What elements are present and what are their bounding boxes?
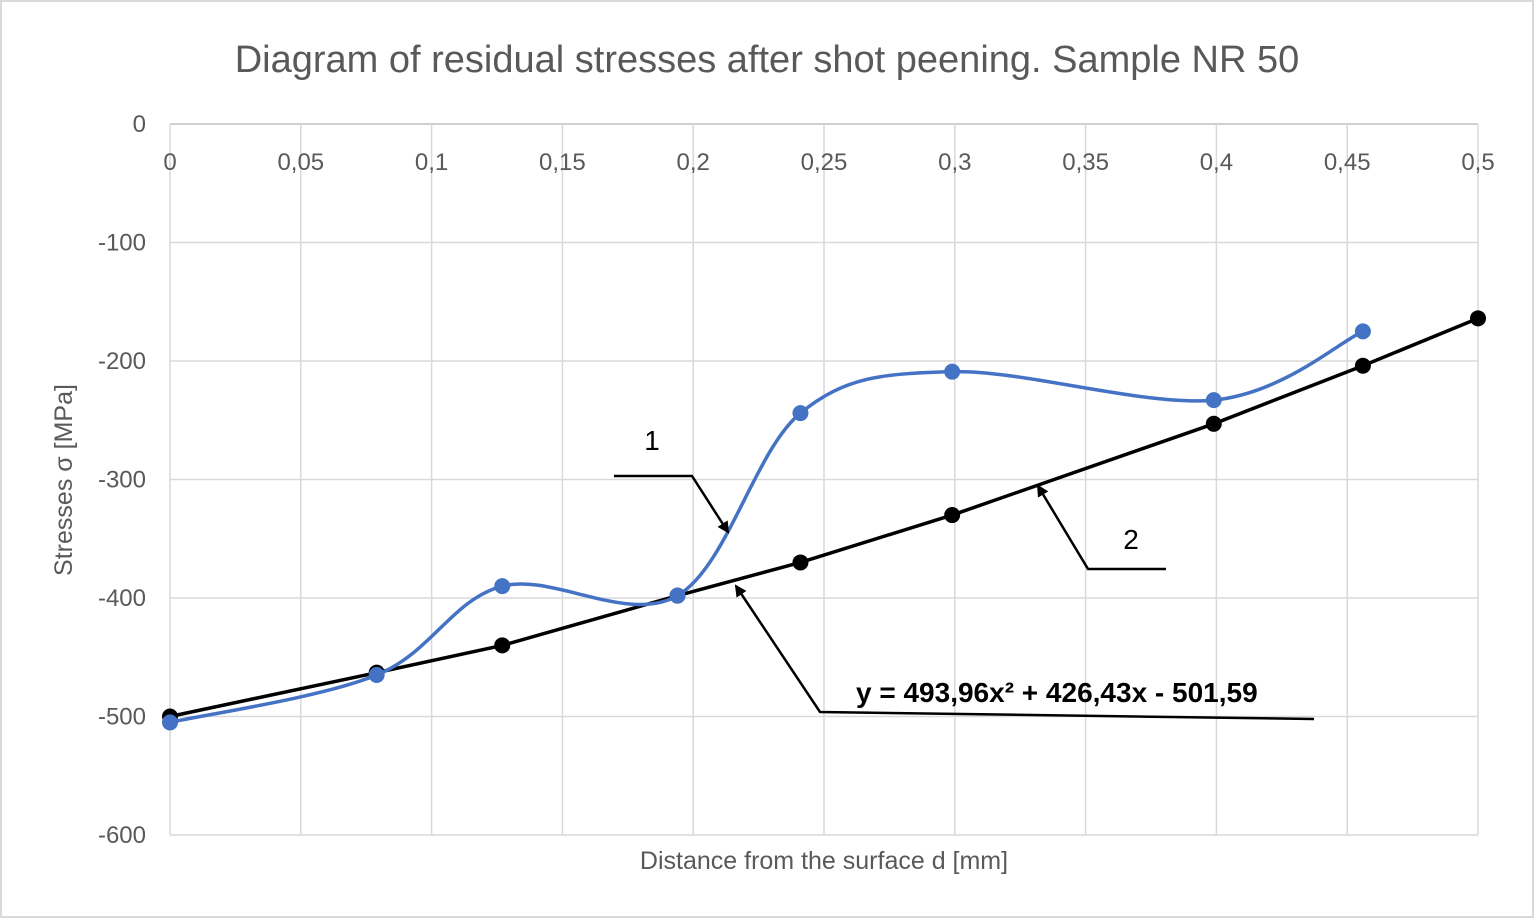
- data-point-series-1: [494, 578, 511, 595]
- x-axis-ticks: 0 0,05 0,1 0,15 0,2 0,25 0,3 0,35 0,4 0,45 0,5: [163, 149, 1494, 176]
- x-tick-label: 0,15: [539, 149, 586, 176]
- x-tick-label: 0,05: [277, 149, 324, 176]
- data-series: [162, 310, 1486, 731]
- annotation-label-1: 1: [644, 425, 660, 456]
- equation-leader-line: [734, 584, 1315, 721]
- data-point-series-2: [1354, 357, 1371, 374]
- x-tick-label: 0,25: [801, 149, 848, 176]
- y-axis-ticks: 0 -100 -200 -300 -400 -500 -600: [98, 111, 146, 849]
- data-point-series-2: [944, 507, 961, 524]
- leader-line-1: [614, 474, 730, 534]
- x-tick-label: 0,5: [1461, 149, 1494, 176]
- y-tick-label: 0: [133, 111, 146, 138]
- x-tick-label: 0,45: [1324, 149, 1371, 176]
- series-line-1: [169, 329, 1364, 725]
- y-axis-label: Stresses σ [MPa]: [50, 384, 78, 576]
- chart-title: Diagram of residual stresses after shot …: [235, 39, 1300, 81]
- x-tick-label: 0: [163, 149, 176, 176]
- x-tick-label: 0,2: [677, 149, 710, 176]
- y-tick-label: -300: [98, 467, 146, 494]
- x-tick-label: 0,1: [415, 149, 448, 176]
- data-point-series-1: [669, 587, 686, 604]
- trendline-equation: y = 493,96x² + 426,43x - 501,59: [856, 677, 1258, 708]
- data-point-series-2: [1205, 415, 1222, 432]
- x-tick-label: 0,4: [1200, 149, 1233, 176]
- data-point-series-2: [792, 554, 809, 571]
- data-point-series-1: [1205, 392, 1222, 409]
- leader-line-2: [1036, 484, 1166, 571]
- x-axis-label: Distance from the surface d [mm]: [640, 847, 1008, 875]
- y-tick-label: -500: [98, 704, 146, 731]
- y-tick-label: -400: [98, 585, 146, 612]
- data-point-series-1: [368, 667, 385, 684]
- data-point-series-1: [792, 405, 809, 422]
- annotation-label-2: 2: [1123, 524, 1139, 555]
- data-point-series-2: [494, 637, 511, 654]
- annotations: 1 2 y = 493,96x² + 426,43x - 501,59: [614, 425, 1315, 721]
- data-point-series-1: [162, 714, 178, 731]
- grid-lines: [169, 123, 1479, 836]
- y-tick-label: -600: [98, 822, 146, 849]
- y-tick-label: -200: [98, 348, 146, 375]
- y-tick-label: -100: [98, 230, 146, 257]
- data-point-series-2: [1470, 310, 1486, 327]
- data-point-series-1: [944, 363, 961, 380]
- data-point-series-1: [1354, 323, 1371, 340]
- x-tick-label: 0,35: [1062, 149, 1109, 176]
- x-tick-label: 0,3: [938, 149, 971, 176]
